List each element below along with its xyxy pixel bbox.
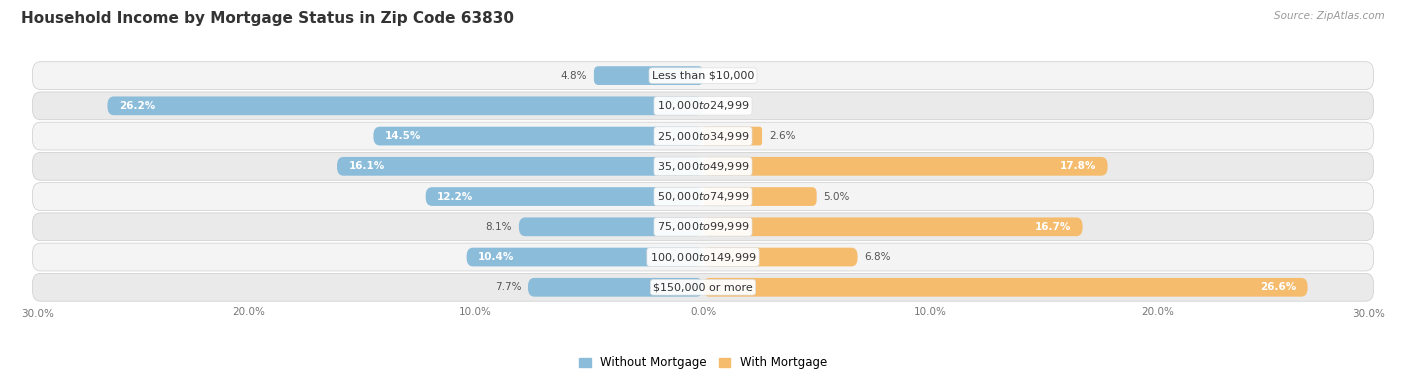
- Text: 26.2%: 26.2%: [120, 101, 155, 111]
- FancyBboxPatch shape: [519, 217, 703, 236]
- Text: Source: ZipAtlas.com: Source: ZipAtlas.com: [1274, 11, 1385, 21]
- FancyBboxPatch shape: [107, 96, 703, 115]
- Text: 16.7%: 16.7%: [1035, 222, 1071, 232]
- Text: 10.4%: 10.4%: [478, 252, 515, 262]
- Text: 30.0%: 30.0%: [1353, 309, 1385, 319]
- Text: 14.5%: 14.5%: [385, 131, 422, 141]
- FancyBboxPatch shape: [32, 273, 1374, 301]
- FancyBboxPatch shape: [374, 127, 703, 146]
- Text: $35,000 to $49,999: $35,000 to $49,999: [657, 160, 749, 173]
- FancyBboxPatch shape: [703, 278, 1308, 297]
- FancyBboxPatch shape: [32, 62, 1374, 90]
- FancyBboxPatch shape: [337, 157, 703, 176]
- Text: $150,000 or more: $150,000 or more: [654, 282, 752, 292]
- Text: Less than $10,000: Less than $10,000: [652, 71, 754, 81]
- Text: 17.8%: 17.8%: [1060, 161, 1097, 171]
- Text: $10,000 to $24,999: $10,000 to $24,999: [657, 99, 749, 112]
- Text: 6.8%: 6.8%: [865, 252, 891, 262]
- Text: Household Income by Mortgage Status in Zip Code 63830: Household Income by Mortgage Status in Z…: [21, 11, 515, 26]
- Text: 16.1%: 16.1%: [349, 161, 385, 171]
- Text: $100,000 to $149,999: $100,000 to $149,999: [650, 251, 756, 263]
- FancyBboxPatch shape: [32, 213, 1374, 241]
- Text: 12.2%: 12.2%: [437, 192, 474, 201]
- Text: 4.8%: 4.8%: [561, 71, 588, 81]
- Text: 8.1%: 8.1%: [485, 222, 512, 232]
- FancyBboxPatch shape: [703, 248, 858, 266]
- Text: $75,000 to $99,999: $75,000 to $99,999: [657, 220, 749, 233]
- Text: 2.6%: 2.6%: [769, 131, 796, 141]
- Text: 7.7%: 7.7%: [495, 282, 522, 292]
- FancyBboxPatch shape: [32, 152, 1374, 180]
- FancyBboxPatch shape: [426, 187, 703, 206]
- Text: 30.0%: 30.0%: [21, 309, 53, 319]
- FancyBboxPatch shape: [703, 187, 817, 206]
- FancyBboxPatch shape: [529, 278, 703, 297]
- FancyBboxPatch shape: [32, 243, 1374, 271]
- Text: $25,000 to $34,999: $25,000 to $34,999: [657, 130, 749, 143]
- Text: 5.0%: 5.0%: [824, 192, 849, 201]
- FancyBboxPatch shape: [593, 66, 703, 85]
- FancyBboxPatch shape: [703, 127, 762, 146]
- FancyBboxPatch shape: [703, 157, 1108, 176]
- Legend: Without Mortgage, With Mortgage: Without Mortgage, With Mortgage: [574, 352, 832, 374]
- FancyBboxPatch shape: [467, 248, 703, 266]
- FancyBboxPatch shape: [32, 183, 1374, 211]
- FancyBboxPatch shape: [32, 122, 1374, 150]
- Text: 26.6%: 26.6%: [1260, 282, 1296, 292]
- FancyBboxPatch shape: [703, 217, 1083, 236]
- Text: $50,000 to $74,999: $50,000 to $74,999: [657, 190, 749, 203]
- FancyBboxPatch shape: [32, 92, 1374, 120]
